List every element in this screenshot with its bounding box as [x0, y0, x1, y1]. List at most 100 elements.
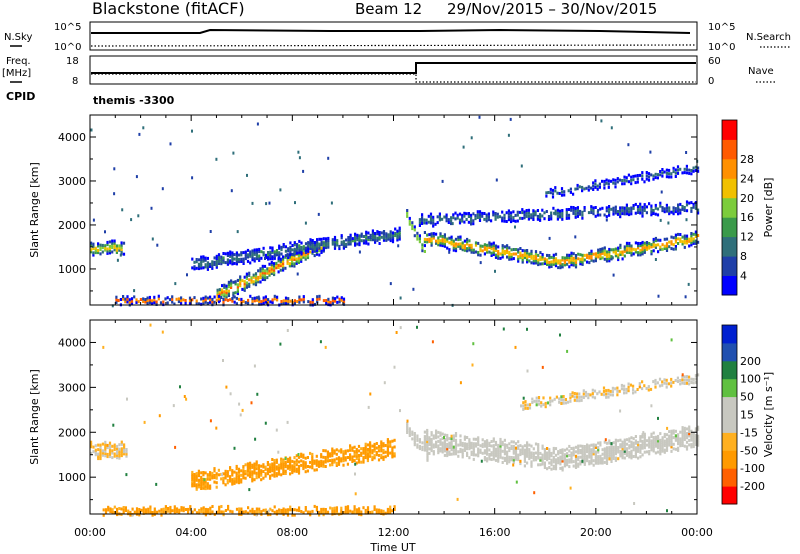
- data-cell: [240, 253, 243, 257]
- data-cell: [503, 459, 506, 462]
- data-cell: [468, 243, 471, 247]
- data-cell: [552, 446, 555, 450]
- data-cell: [463, 442, 466, 446]
- data-cell: [535, 403, 538, 407]
- data-cell: [605, 453, 609, 457]
- data-cell: [637, 445, 640, 449]
- data-cell: [652, 445, 655, 448]
- scatter-cell: [416, 325, 418, 329]
- data-cell: [519, 256, 522, 260]
- data-cell: [408, 216, 411, 220]
- data-cell: [187, 510, 190, 514]
- data-cell: [543, 257, 546, 261]
- scatter-cell: [395, 331, 398, 334]
- data-cell: [659, 447, 662, 451]
- data-cell: [506, 255, 509, 259]
- data-cell: [697, 169, 700, 173]
- data-cell: [318, 253, 321, 257]
- data-cell: [507, 215, 510, 219]
- data-cell: [652, 438, 655, 442]
- data-cell: [681, 428, 684, 432]
- data-cell: [581, 253, 584, 257]
- data-cell: [592, 443, 595, 447]
- data-cell: [345, 238, 348, 242]
- data-cell: [286, 466, 289, 470]
- data-cell: [492, 246, 495, 250]
- data-cell: [233, 470, 236, 474]
- scatter-cell: [102, 345, 105, 349]
- data-cell: [596, 213, 599, 217]
- data-cell: [369, 454, 372, 458]
- data-cell: [661, 443, 664, 446]
- y-tick-label: 1000: [58, 471, 86, 484]
- data-cell: [472, 448, 475, 452]
- data-cell: [171, 295, 174, 299]
- data-cell: [282, 510, 285, 514]
- data-cell: [432, 452, 435, 456]
- data-cell: [255, 460, 258, 464]
- data-cell: [358, 510, 361, 513]
- data-cell: [436, 215, 439, 219]
- data-cell: [217, 255, 221, 259]
- data-cell: [423, 237, 426, 241]
- data-cell: [193, 267, 196, 271]
- data-cell: [572, 211, 575, 215]
- data-cell: [207, 510, 210, 514]
- data-cell: [486, 452, 489, 456]
- data-cell: [262, 246, 265, 250]
- data-cell: [289, 299, 292, 303]
- scatter-cell: [515, 480, 518, 484]
- data-cell: [650, 446, 653, 450]
- data-cell: [512, 444, 515, 448]
- data-cell: [106, 446, 109, 450]
- data-cell: [601, 249, 604, 253]
- data-cell: [118, 456, 121, 460]
- data-cell: [298, 295, 301, 299]
- data-cell: [295, 467, 298, 471]
- data-cell: [599, 254, 602, 258]
- data-cell: [340, 242, 343, 246]
- data-cell: [206, 263, 209, 267]
- data-cell: [246, 464, 249, 468]
- data-cell: [438, 218, 441, 222]
- data-cell: [396, 229, 399, 233]
- data-cell: [362, 449, 365, 453]
- data-cell: [486, 450, 489, 454]
- scatter-cell: [642, 431, 645, 435]
- data-cell: [652, 440, 655, 444]
- data-cell: [648, 244, 651, 248]
- data-cell: [519, 253, 522, 257]
- data-cell: [576, 211, 579, 215]
- data-cell: [539, 451, 542, 455]
- data-cell: [672, 431, 675, 435]
- data-cell: [623, 391, 626, 395]
- data-cell: [639, 448, 642, 452]
- data-cell: [639, 205, 642, 209]
- data-cell: [625, 244, 629, 248]
- data-cell: [275, 458, 278, 462]
- data-cell: [295, 508, 298, 512]
- data-cell: [634, 446, 637, 450]
- data-cell: [327, 239, 330, 243]
- data-cell: [566, 262, 569, 266]
- data-cell: [364, 508, 367, 512]
- data-cell: [300, 248, 303, 252]
- data-cell: [628, 207, 631, 211]
- data-cell: [690, 236, 693, 240]
- data-cell: [435, 443, 438, 446]
- data-cell: [561, 214, 564, 218]
- data-cell: [364, 447, 367, 451]
- data-cell: [614, 445, 617, 449]
- data-cell: [590, 459, 593, 463]
- data-cell: [396, 236, 399, 240]
- scatter-cell: [298, 156, 301, 160]
- data-cell: [435, 429, 438, 433]
- data-cell: [351, 457, 354, 461]
- data-cell: [215, 485, 218, 489]
- data-cell: [639, 211, 642, 215]
- data-cell: [597, 459, 600, 463]
- data-cell: [171, 300, 174, 304]
- data-cell: [353, 445, 356, 449]
- data-cell: [554, 212, 557, 216]
